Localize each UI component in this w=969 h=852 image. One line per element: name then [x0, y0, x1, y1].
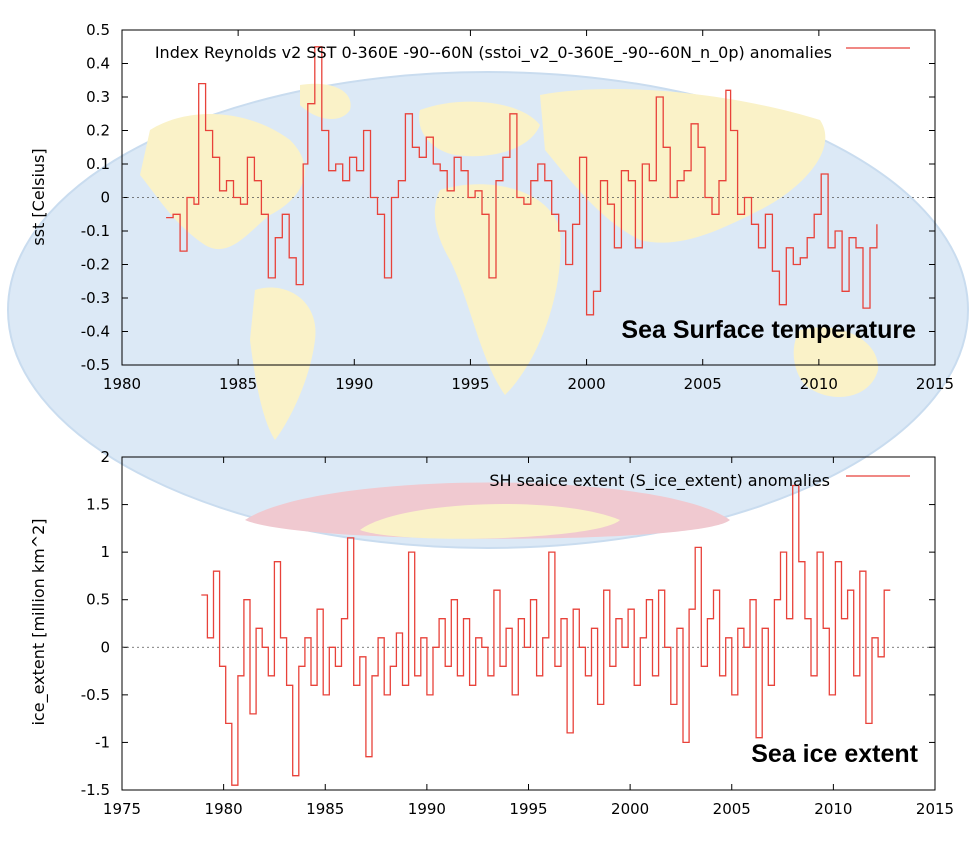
sea-ice-x-tick-label: 1995	[509, 800, 547, 818]
sea-ice-x-tick-label: 2015	[916, 800, 954, 818]
sea-ice-x-tick-label: 1985	[306, 800, 344, 818]
sea-ice-ticks: 1975 1980 1985 1990 1995 2000 2005 2010 2015 -1.5…	[81, 448, 954, 818]
sst-ticks: 1980 1985 1990 1995 2000 2005 2010 2015 -0.5 -0.4…	[81, 21, 954, 393]
sea-ice-x-tick-label: 1980	[205, 800, 243, 818]
sst-legend-label: Index Reynolds v2 SST 0-360E -90--60N (s…	[155, 43, 832, 63]
sea-ice-x-tick-label: 2005	[713, 800, 751, 818]
sst-y-tick-label: 0.2	[86, 122, 110, 140]
sea-ice-y-tick-label: -1.5	[81, 781, 110, 799]
sst-x-tick-label: 2015	[916, 375, 954, 393]
sst-y-tick-label: 0	[100, 189, 110, 207]
sea-ice-legend-label: SH seaice extent (S_ice_extent) anomalie…	[489, 471, 830, 491]
continent-greenland	[300, 83, 351, 120]
sea-ice-x-tick-label: 2010	[814, 800, 852, 818]
sst-y-axis-label: sst [Celsius]	[29, 148, 48, 245]
sea-ice-chart: 1975 1980 1985 1990 1995 2000 2005 2010 2015 -1.5…	[29, 448, 954, 818]
sea-ice-x-tick-label: 2000	[611, 800, 649, 818]
sst-x-tick-label: 1995	[451, 375, 489, 393]
sst-series-line	[166, 46, 878, 316]
sst-x-tick-label: 2005	[684, 375, 722, 393]
sst-y-tick-label: 0.1	[86, 155, 110, 173]
continent-antarctica	[360, 503, 620, 539]
sst-y-tick-label: -0.4	[81, 323, 110, 341]
sea-ice-y-tick-label: -0.5	[81, 686, 110, 704]
sst-y-tick-label: 0.5	[86, 21, 110, 39]
sst-chart: 1980 1985 1990 1995 2000 2005 2010 2015 -0.5 -0.4…	[29, 21, 954, 393]
sea-ice-annotation: Sea ice extent	[751, 740, 918, 768]
sst-annotation: Sea Surface temperature	[621, 316, 916, 344]
sea-ice-y-tick-label: 1	[100, 543, 110, 561]
continent-south-america	[250, 287, 316, 440]
continent-north-america	[140, 113, 305, 250]
sea-ice-x-tick-label: 1990	[408, 800, 446, 818]
sea-ice-y-tick-label: 1.5	[86, 496, 110, 514]
sst-x-tick-label: 1990	[335, 375, 373, 393]
sst-y-tick-label: -0.1	[81, 222, 110, 240]
sea-ice-y-tick-label: 0	[100, 638, 110, 656]
sea-ice-y-tick-label: 2	[100, 448, 110, 466]
sst-y-tick-label: -0.5	[81, 356, 110, 374]
sst-x-tick-label: 1985	[219, 375, 257, 393]
sst-y-tick-label: 0.3	[86, 88, 110, 106]
sst-x-tick-label: 2000	[567, 375, 605, 393]
sst-y-tick-label: 0.4	[86, 55, 110, 73]
sst-x-tick-label: 2010	[800, 375, 838, 393]
sst-y-tick-label: -0.2	[81, 256, 110, 274]
sea-ice-y-tick-label: 0.5	[86, 591, 110, 609]
continent-africa	[434, 184, 561, 395]
continent-australia	[793, 327, 879, 397]
sst-x-tick-label: 1980	[103, 375, 141, 393]
sea-ice-x-tick-label: 1975	[103, 800, 141, 818]
sea-ice-y-tick-label: -1	[95, 733, 110, 751]
sea-ice-series-line	[201, 484, 891, 786]
sea-ice-y-axis-label: ice_extent [million km^2]	[29, 518, 49, 725]
sst-y-tick-label: -0.3	[81, 289, 110, 307]
